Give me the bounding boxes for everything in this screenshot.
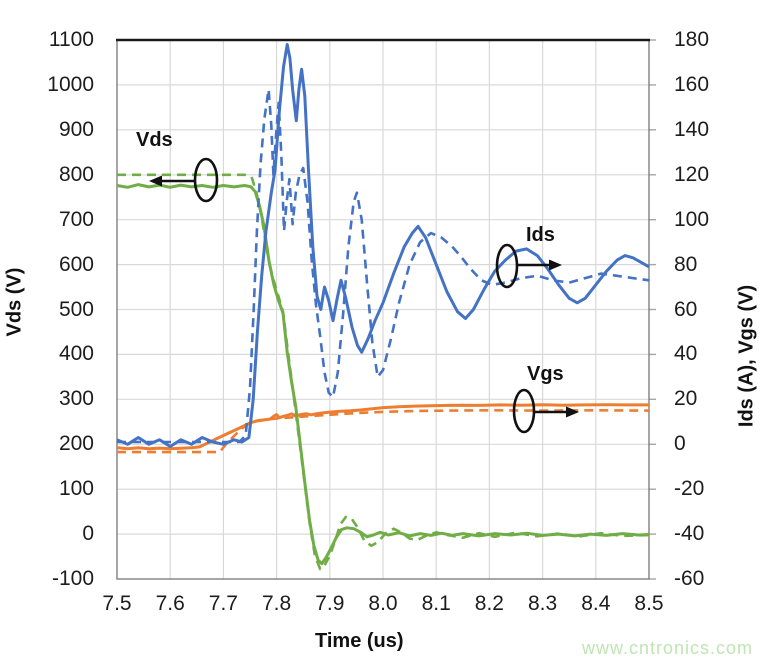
x-tick-label: 8.3	[527, 592, 558, 615]
x-tick-label: 8.1	[421, 592, 451, 615]
left-tick-label: 300	[58, 387, 94, 411]
right-tick-label: -20	[674, 477, 705, 501]
left-tick-label: 600	[58, 252, 94, 276]
series-Vgs-dashed	[117, 409, 650, 454]
annotation-arrowhead-Vds	[149, 175, 162, 187]
x-tick-label: 8.2	[474, 592, 504, 615]
right-tick-label: 80	[674, 252, 698, 276]
right-tick-label: 60	[674, 297, 698, 321]
left-tick-label: 700	[58, 207, 94, 231]
series-Vds-solid	[116, 183, 650, 566]
x-axis-title: Time (us)	[315, 630, 404, 652]
right-tick-label: 100	[674, 207, 710, 231]
right-tick-label: 40	[674, 342, 698, 366]
x-tick-label: 7.9	[315, 592, 345, 615]
x-tick-label: 8.4	[581, 592, 611, 615]
annotation-ellipse-Ids	[495, 243, 519, 289]
left-tick-label: 500	[58, 297, 94, 321]
left-tick-label: 400	[58, 342, 94, 366]
right-tick-label: -40	[674, 522, 705, 546]
left-tick-label: 100	[58, 477, 94, 501]
x-tick-label: 7.7	[208, 592, 238, 615]
x-tick-label: 7.6	[155, 592, 185, 615]
left-tick-label: 200	[58, 432, 94, 456]
series-label-vds: Vds	[136, 129, 173, 151]
right-tick-label: 20	[674, 387, 698, 411]
annotation-ellipse-Vgs	[512, 388, 536, 434]
right-tick-label: 0	[674, 432, 686, 456]
right-tick-label: 160	[674, 72, 710, 96]
x-tick-label: 8.0	[368, 592, 398, 615]
left-tick-label: 1000	[47, 72, 94, 96]
series-Ids-solid	[116, 43, 650, 448]
right-tick-label: 180	[674, 28, 710, 51]
right-tick-label: 140	[674, 117, 710, 141]
watermark: www.cntronics.com	[582, 638, 754, 658]
annotation-arrowhead-Ids	[549, 259, 562, 271]
x-tick-label: 7.8	[261, 592, 292, 615]
right-tick-label: -60	[674, 567, 705, 590]
right-tick-label: 120	[674, 162, 710, 186]
x-tick-label: 7.5	[102, 592, 132, 615]
series-label-vgs: Vgs	[527, 363, 564, 385]
annotation-arrowhead-Vgs	[566, 406, 579, 418]
left-tick-label: 1100	[48, 28, 94, 51]
left-tick-label: 0	[82, 522, 94, 546]
x-tick-label: 8.5	[634, 592, 664, 615]
series-label-ids: Ids	[526, 224, 555, 246]
annotation-ellipse-Vds	[193, 157, 219, 203]
right-axis-title: Ids (A), Vgs (V)	[735, 284, 758, 428]
left-tick-label: 900	[58, 117, 94, 141]
left-tick-label: -100	[51, 567, 94, 590]
left-tick-label: 800	[58, 162, 94, 186]
